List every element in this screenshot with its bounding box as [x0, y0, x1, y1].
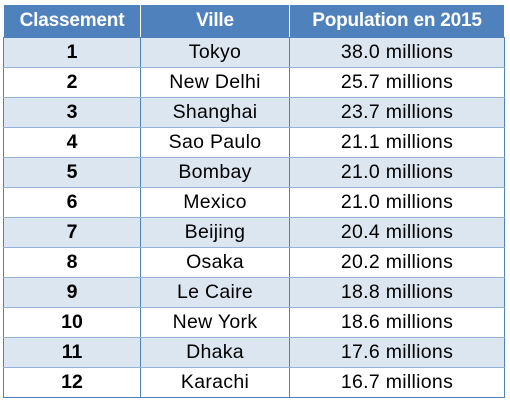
table-row: 3 Shanghai 23.7 millions: [3, 97, 505, 128]
city-cell: Osaka: [140, 247, 290, 278]
column-header-city: Ville: [140, 4, 290, 38]
header-row: Classement Ville Population en 2015: [3, 4, 505, 38]
table-header: Classement Ville Population en 2015: [3, 4, 505, 38]
city-cell: Le Caire: [140, 277, 290, 308]
rank-cell: 4: [3, 127, 141, 158]
table-row: 12 Karachi 16.7 millions: [3, 367, 505, 398]
population-cell: 20.4 millions: [289, 217, 505, 248]
table-row: 6 Mexico 21.0 millions: [3, 187, 505, 218]
population-cell: 38.0 millions: [289, 37, 505, 68]
population-cell: 17.6 millions: [289, 337, 505, 368]
city-cell: Sao Paulo: [140, 127, 290, 158]
rank-cell: 9: [3, 277, 141, 308]
city-cell: New Delhi: [140, 67, 290, 98]
city-cell: Tokyo: [140, 37, 290, 68]
rank-cell: 5: [3, 157, 141, 188]
table-row: 4 Sao Paulo 21.1 millions: [3, 127, 505, 158]
population-cell: 20.2 millions: [289, 247, 505, 278]
population-cell: 25.7 millions: [289, 67, 505, 98]
rank-cell: 8: [3, 247, 141, 278]
table-row: 2 New Delhi 25.7 millions: [3, 67, 505, 98]
city-cell: Mexico: [140, 187, 290, 218]
rank-cell: 7: [3, 217, 141, 248]
city-cell: Dhaka: [140, 337, 290, 368]
city-cell: Karachi: [140, 367, 290, 398]
rank-cell: 2: [3, 67, 141, 98]
rank-cell: 6: [3, 187, 141, 218]
population-cell: 18.6 millions: [289, 307, 505, 338]
city-cell: Beijing: [140, 217, 290, 248]
table-row: 9 Le Caire 18.8 millions: [3, 277, 505, 308]
table-row: 8 Osaka 20.2 millions: [3, 247, 505, 278]
rank-cell: 10: [3, 307, 141, 338]
table-row: 1 Tokyo 38.0 millions: [3, 37, 505, 68]
table-row: 11 Dhaka 17.6 millions: [3, 337, 505, 368]
population-cell: 21.1 millions: [289, 127, 505, 158]
table-body: 1 Tokyo 38.0 millions 2 New Delhi 25.7 m…: [3, 37, 505, 398]
table-row: 10 New York 18.6 millions: [3, 307, 505, 338]
population-cell: 21.0 millions: [289, 157, 505, 188]
column-header-population: Population en 2015: [289, 4, 505, 38]
population-cell: 16.7 millions: [289, 367, 505, 398]
population-cell: 21.0 millions: [289, 187, 505, 218]
city-cell: Shanghai: [140, 97, 290, 128]
table-row: 5 Bombay 21.0 millions: [3, 157, 505, 188]
rank-cell: 11: [3, 337, 141, 368]
table-row: 7 Beijing 20.4 millions: [3, 217, 505, 248]
rank-cell: 3: [3, 97, 141, 128]
city-cell: Bombay: [140, 157, 290, 188]
column-header-rank: Classement: [3, 4, 141, 38]
rank-cell: 1: [3, 37, 141, 68]
population-cell: 18.8 millions: [289, 277, 505, 308]
population-cell: 23.7 millions: [289, 97, 505, 128]
city-population-table: Classement Ville Population en 2015 1 To…: [3, 4, 505, 398]
city-cell: New York: [140, 307, 290, 338]
rank-cell: 12: [3, 367, 141, 398]
